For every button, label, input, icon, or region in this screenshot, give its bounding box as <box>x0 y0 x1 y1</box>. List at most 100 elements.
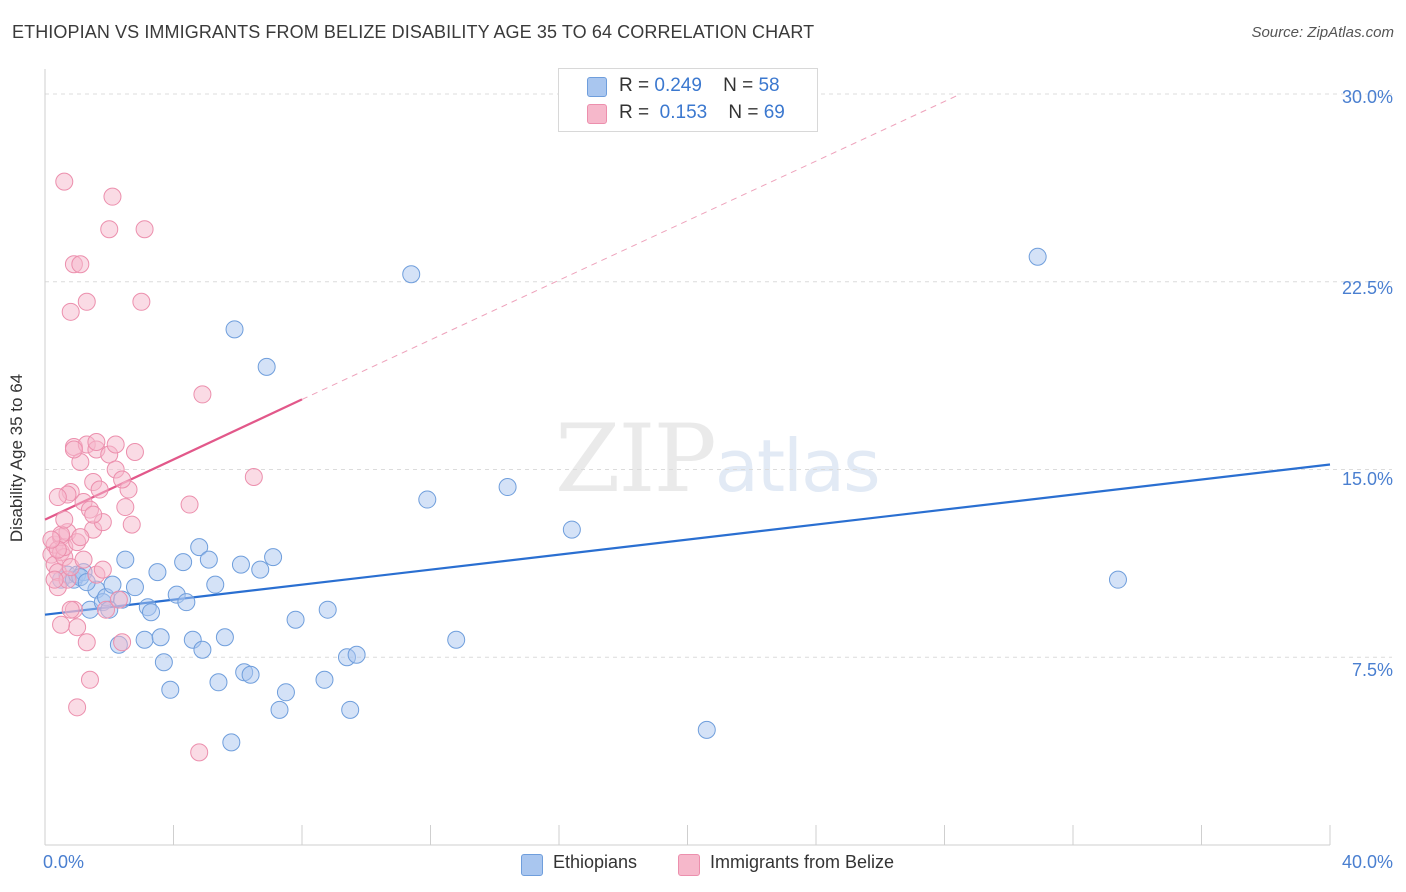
ethiopians-point <box>190 538 209 557</box>
ethiopians-point <box>231 555 250 574</box>
belize-point <box>64 440 83 459</box>
belize-point <box>244 468 263 487</box>
n-value: 69 <box>763 102 785 123</box>
r-label: R = <box>619 102 650 123</box>
legend-label: Ethiopians <box>553 852 638 872</box>
belize-point <box>132 292 151 311</box>
belize-point <box>122 515 141 534</box>
belize-point <box>45 570 64 589</box>
ethiopians-point <box>1028 247 1047 266</box>
ethiopians-point <box>347 645 366 664</box>
r-label: R = <box>619 75 650 96</box>
source-credit: Source: ZipAtlas.com <box>1251 24 1394 41</box>
r-value: 0.153 <box>659 102 708 123</box>
belize-point <box>87 432 106 451</box>
ethiopians-point <box>222 733 241 752</box>
belize-point <box>55 172 74 191</box>
legend-text: R = 0.153 N = 69 <box>619 102 785 124</box>
belize-point <box>74 550 93 569</box>
belize-point <box>100 220 119 239</box>
ethiopians-point <box>264 548 283 567</box>
ethiopians-point <box>251 560 270 579</box>
belize-point <box>68 618 87 637</box>
belize-point <box>68 698 87 717</box>
ethiopians-point <box>215 628 234 647</box>
y-tick-label: 15.0% <box>1341 469 1393 489</box>
series-legend: Ethiopians Immigrants from Belize <box>0 852 1406 878</box>
belize-point <box>42 530 61 549</box>
watermark: ZIPatlas <box>555 405 881 514</box>
ethiopians-point <box>125 578 144 597</box>
belize-point <box>71 528 90 547</box>
ethiopians-point <box>225 320 244 339</box>
grid-lines <box>45 93 1392 658</box>
ethiopians-point <box>697 720 716 739</box>
belize-point <box>61 600 80 619</box>
belize-point <box>71 255 90 274</box>
ethiopians-point <box>151 628 170 647</box>
legend-text: R = 0.249 N = 58 <box>619 75 780 97</box>
correlation-legend: R = 0.249 N = 58 R = 0.153 N = 69 <box>558 68 818 132</box>
ethiopians-point <box>257 357 276 376</box>
ethiopians-point <box>174 553 193 572</box>
x-tick-label-min: 0.0% <box>43 852 85 872</box>
y-axis-label: Disability Age 35 to 64 <box>7 373 26 543</box>
belize-point <box>116 498 135 517</box>
belize-point <box>193 385 212 404</box>
belize-point <box>48 488 67 507</box>
ethiopians-point <box>498 478 517 497</box>
ethiopians-point <box>270 700 289 719</box>
belize-point <box>61 302 80 321</box>
legend-swatch-pink <box>587 104 607 124</box>
ethiopians-point <box>318 600 337 619</box>
ethiopians-point <box>142 603 161 622</box>
ethiopians-point <box>315 670 334 689</box>
belize-point <box>77 292 96 311</box>
legend-label: Immigrants from Belize <box>710 852 895 872</box>
y-tick-label: 30.0% <box>1341 87 1393 107</box>
ethiopians-point <box>562 520 581 539</box>
belize-point <box>113 633 132 652</box>
belize-point <box>103 187 122 206</box>
ethiopians-point <box>135 630 154 649</box>
ethiopians-point <box>241 665 260 684</box>
n-label: N = <box>723 75 754 96</box>
x-tick-label-max: 40.0% <box>1341 852 1393 872</box>
legend-swatch-pink <box>678 854 700 876</box>
n-value: 58 <box>758 75 780 96</box>
ethiopians-point <box>148 563 167 582</box>
belize-point <box>97 600 116 619</box>
ethiopians-point <box>199 550 218 569</box>
belize-point <box>84 505 103 524</box>
belize-point <box>80 670 99 689</box>
belize-trend-extension <box>301 93 961 400</box>
belize-point <box>93 560 112 579</box>
ethiopians-point <box>402 265 421 284</box>
chart-title: ETHIOPIAN VS IMMIGRANTS FROM BELIZE DISA… <box>12 22 815 42</box>
trend-lines <box>44 93 1331 616</box>
belize-point <box>109 590 128 609</box>
belize-point <box>106 435 125 454</box>
legend-swatch-blue <box>521 854 543 876</box>
ethiopians-point <box>206 575 225 594</box>
ethiopians-point <box>154 653 173 672</box>
legend-swatch-blue <box>587 77 607 97</box>
watermark-atlas: atlas <box>714 424 881 508</box>
r-value: 0.249 <box>654 75 702 96</box>
ethiopians-point <box>276 683 295 702</box>
watermark-zip: ZIP <box>555 405 717 514</box>
belize-point <box>55 510 74 529</box>
belize-point <box>180 495 199 514</box>
ethiopians-trend-line <box>44 463 1331 616</box>
ethiopians-point <box>209 673 228 692</box>
n-label: N = <box>728 102 759 123</box>
ethiopians-point <box>341 700 360 719</box>
belize-point <box>90 480 109 499</box>
belize-points <box>42 172 263 762</box>
belize-point <box>113 470 132 489</box>
ethiopians-point <box>116 550 135 569</box>
ethiopians-point <box>103 575 122 594</box>
belize-point <box>190 743 209 762</box>
ethiopians-point <box>447 630 466 649</box>
